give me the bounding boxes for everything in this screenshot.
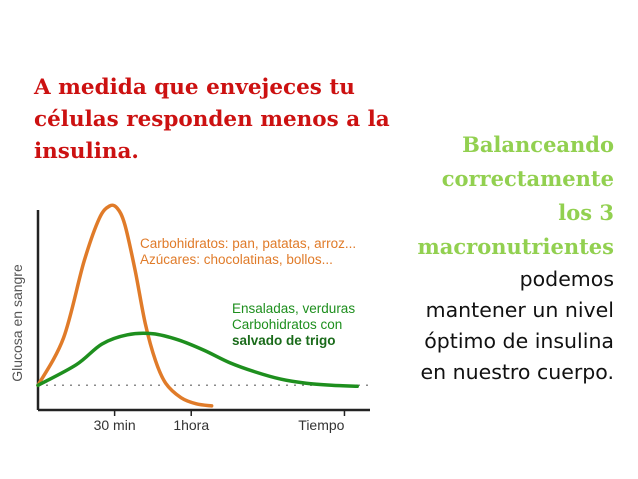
body-line: en nuestro cuerpo. [420, 360, 615, 384]
series-annotation-line: salvado de trigo [232, 333, 336, 348]
glucose-chart: Glucosa en sangre 30 min 1hora Tiempo Carb… [9, 203, 370, 433]
series-annotation-line: Ensaladas, verduras [232, 301, 355, 316]
series-line-1 [36, 331, 359, 389]
x-tick-label: 1hora [173, 417, 209, 433]
highlight-line: macronutrientes [417, 234, 614, 259]
series-annotation-line: Carbohidratos: pan, patatas, arroz... [140, 236, 356, 251]
headline-line: insulina. [34, 139, 139, 164]
highlight-line: Balanceando [462, 132, 614, 157]
body-line: podemos [519, 267, 614, 291]
headline: A medida que envejeces tu células respon… [34, 72, 424, 168]
x-tick-label: 30 min [94, 417, 136, 433]
side-message: Balanceando correctamente los 3 macronut… [384, 128, 614, 388]
series-annotation-line: Azúcares: chocolatinas, bollos... [140, 252, 333, 267]
series-annotation-line: Carbohidratos con [232, 317, 342, 332]
x-tick-label: Tiempo [298, 417, 344, 433]
y-axis-label: Glucosa en sangre [9, 264, 25, 382]
headline-line: células responden menos a la [34, 107, 390, 132]
highlight-line: correctamente [441, 166, 614, 191]
headline-line: A medida que envejeces tu [34, 75, 355, 100]
body-line: mantener un nivel [425, 298, 614, 322]
highlight-line: los 3 [558, 200, 614, 225]
body-line: óptimo de insulina [424, 329, 614, 353]
series-line-0 [36, 203, 214, 408]
